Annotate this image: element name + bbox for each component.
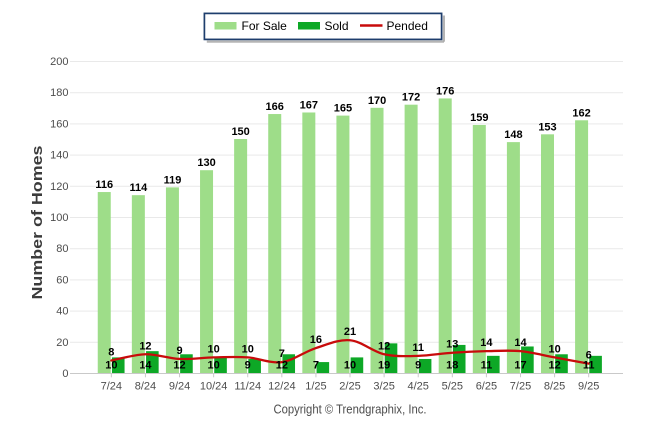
svg-text:4/25: 4/25: [407, 381, 428, 393]
svg-text:11: 11: [412, 342, 424, 354]
svg-text:10: 10: [208, 360, 220, 372]
svg-text:7: 7: [313, 360, 319, 372]
svg-text:148: 148: [504, 129, 522, 141]
svg-text:200: 200: [50, 56, 68, 68]
svg-text:116: 116: [95, 179, 113, 191]
svg-text:9: 9: [415, 360, 421, 372]
svg-text:9/25: 9/25: [578, 381, 599, 393]
svg-text:Sold: Sold: [325, 19, 349, 33]
svg-text:130: 130: [197, 157, 215, 169]
svg-text:119: 119: [164, 174, 182, 186]
svg-text:For Sale: For Sale: [242, 19, 288, 33]
svg-text:20: 20: [56, 337, 68, 349]
svg-text:14: 14: [514, 337, 527, 349]
svg-text:12/24: 12/24: [268, 381, 296, 393]
svg-text:10: 10: [105, 360, 117, 372]
svg-text:12: 12: [378, 340, 390, 352]
svg-text:172: 172: [402, 92, 420, 104]
svg-text:176: 176: [436, 85, 454, 97]
svg-text:170: 170: [368, 95, 386, 107]
svg-text:9: 9: [245, 360, 251, 372]
svg-text:18: 18: [446, 360, 458, 372]
svg-text:3/25: 3/25: [373, 381, 394, 393]
svg-text:2/25: 2/25: [339, 381, 360, 393]
svg-text:10: 10: [242, 343, 254, 355]
svg-text:8/24: 8/24: [135, 381, 156, 393]
svg-text:180: 180: [50, 87, 68, 99]
svg-text:21: 21: [344, 326, 356, 338]
svg-text:160: 160: [50, 118, 68, 130]
svg-text:1/25: 1/25: [305, 381, 326, 393]
svg-text:11: 11: [481, 360, 493, 372]
svg-text:7/25: 7/25: [510, 381, 531, 393]
svg-text:60: 60: [56, 274, 68, 286]
svg-text:12: 12: [276, 360, 288, 372]
svg-text:10: 10: [208, 343, 220, 355]
svg-text:8: 8: [108, 347, 114, 359]
svg-text:165: 165: [334, 103, 352, 115]
svg-text:10/24: 10/24: [200, 381, 228, 393]
svg-text:40: 40: [56, 306, 68, 318]
svg-text:19: 19: [378, 360, 390, 372]
svg-text:162: 162: [572, 107, 590, 119]
svg-text:Number of Homes: Number of Homes: [29, 146, 46, 300]
svg-text:0: 0: [62, 368, 68, 380]
svg-text:6: 6: [586, 350, 592, 362]
svg-text:100: 100: [50, 212, 68, 224]
svg-text:13: 13: [446, 339, 458, 351]
svg-text:Copyright © Trendgraphix, Inc.: Copyright © Trendgraphix, Inc.: [274, 403, 427, 417]
svg-text:150: 150: [231, 126, 249, 138]
svg-text:12: 12: [173, 360, 185, 372]
svg-text:Pended: Pended: [387, 19, 428, 33]
svg-text:10: 10: [548, 343, 560, 355]
svg-text:16: 16: [310, 334, 322, 346]
svg-text:17: 17: [514, 360, 526, 372]
svg-text:167: 167: [300, 99, 318, 111]
svg-text:120: 120: [50, 181, 68, 193]
svg-text:9: 9: [176, 345, 182, 357]
svg-text:9/24: 9/24: [169, 381, 190, 393]
svg-text:14: 14: [139, 360, 152, 372]
svg-text:6/25: 6/25: [476, 381, 497, 393]
svg-text:140: 140: [50, 150, 68, 162]
svg-text:14: 14: [480, 337, 493, 349]
svg-text:5/25: 5/25: [442, 381, 463, 393]
svg-text:11: 11: [583, 360, 595, 372]
svg-text:166: 166: [266, 101, 284, 113]
svg-text:80: 80: [56, 243, 68, 255]
svg-text:153: 153: [538, 121, 556, 133]
svg-text:11/24: 11/24: [234, 381, 261, 393]
svg-text:12: 12: [548, 360, 560, 372]
svg-text:7/24: 7/24: [101, 381, 122, 393]
svg-text:12: 12: [139, 340, 151, 352]
svg-text:159: 159: [470, 112, 488, 124]
svg-text:7: 7: [279, 348, 285, 360]
svg-text:114: 114: [129, 182, 148, 194]
svg-text:8/25: 8/25: [544, 381, 565, 393]
svg-text:10: 10: [344, 360, 356, 372]
